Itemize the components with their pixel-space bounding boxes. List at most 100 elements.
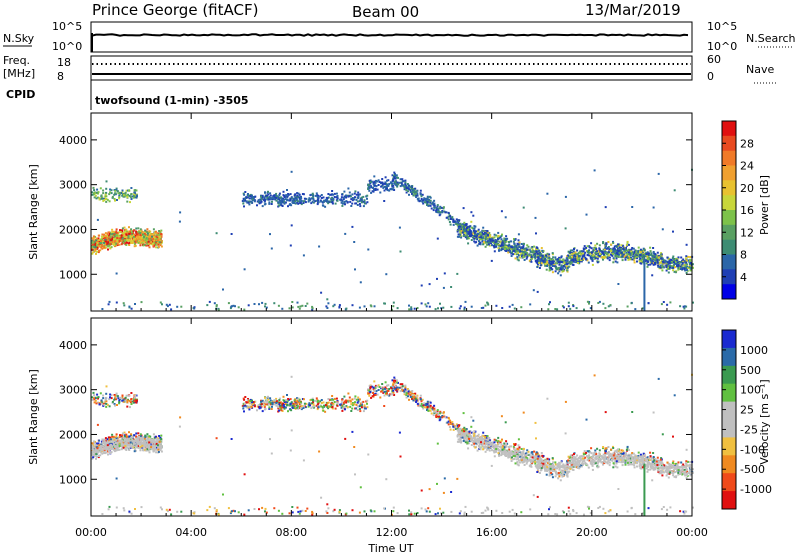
power-point [269, 233, 271, 236]
velocity-point [283, 405, 286, 408]
power-point [420, 195, 423, 198]
power-point [245, 196, 248, 199]
power-point [542, 255, 545, 258]
power-point [249, 195, 252, 198]
power-point [227, 302, 230, 305]
velocity-point [110, 444, 113, 447]
power-point [142, 231, 144, 234]
power-point [534, 252, 537, 255]
power-point [139, 230, 142, 233]
power-point [151, 237, 154, 240]
power-point [286, 195, 289, 198]
velocity-point [150, 439, 153, 441]
power-point [570, 261, 573, 264]
power-point [560, 268, 563, 271]
power-point [100, 238, 103, 241]
velocity-point [122, 440, 125, 443]
power-point [91, 248, 94, 251]
power-point [474, 237, 477, 240]
power-point [476, 244, 479, 247]
power-point [398, 226, 401, 229]
freq-unit: [MHz] [3, 67, 35, 80]
power-point [689, 269, 692, 272]
power-point [456, 235, 459, 238]
power-point [335, 192, 338, 195]
power-point [130, 198, 133, 200]
power-point [522, 246, 525, 249]
power-point [482, 229, 485, 232]
power-point [572, 305, 575, 308]
power-point [621, 254, 624, 257]
power-point [612, 261, 615, 264]
velocity-point [152, 438, 155, 441]
velocity-point [106, 447, 109, 450]
power-point [287, 193, 290, 195]
power-point [625, 243, 628, 246]
power-point [513, 242, 516, 245]
velocity-point [148, 435, 151, 438]
velocity-point [144, 436, 147, 439]
power-point [377, 179, 380, 182]
power-point [105, 243, 108, 246]
power-point [685, 267, 688, 270]
power-point [512, 240, 515, 243]
velocity-point [105, 392, 108, 395]
power-point [426, 198, 429, 201]
velocity-point [121, 442, 124, 445]
velocity-point [96, 393, 99, 396]
power-point [626, 240, 629, 243]
power-point [435, 206, 438, 209]
velocity-point [105, 396, 108, 399]
velocity-point [93, 445, 96, 448]
power-point [683, 307, 686, 310]
power-point [411, 192, 413, 195]
power-point [684, 265, 687, 268]
power-point [114, 232, 116, 235]
velocity-point [123, 434, 126, 437]
velocity-point [99, 447, 102, 450]
freq-tick-top: 18 [57, 56, 71, 69]
power-point [600, 250, 603, 252]
power-point [506, 246, 509, 249]
velocity-point [108, 443, 111, 446]
power-point [546, 192, 549, 195]
power-point [452, 220, 455, 223]
power-point [107, 244, 110, 247]
power-point [557, 259, 560, 262]
power-point [368, 189, 371, 192]
power-point [514, 247, 517, 250]
power-point [605, 242, 608, 245]
power-point [120, 239, 123, 242]
velocity-point [107, 449, 110, 452]
velocity-point [131, 444, 134, 447]
power-point [252, 196, 255, 198]
power-point [447, 211, 450, 214]
power-point [568, 257, 571, 260]
power-point [109, 191, 111, 194]
power-point [273, 302, 276, 305]
power-point [492, 237, 495, 240]
power-point [320, 197, 323, 199]
power-point [340, 196, 343, 199]
velocity-point [145, 443, 148, 446]
velocity-point [136, 442, 139, 445]
power-point [275, 195, 278, 197]
power-point [522, 244, 525, 247]
power-point [652, 255, 655, 258]
power-point [422, 202, 425, 205]
velocity-point [253, 405, 256, 408]
power-point [617, 243, 619, 246]
power-point [631, 247, 634, 249]
velocity-point [311, 397, 314, 400]
power-point [102, 189, 105, 192]
power-point [157, 245, 160, 248]
power-point [230, 305, 233, 308]
power-point [541, 249, 544, 252]
power-point [332, 305, 335, 308]
power-point [610, 254, 613, 256]
power-point [647, 252, 650, 255]
velocity-point [103, 440, 106, 443]
power-point [331, 190, 334, 192]
power-point [159, 301, 162, 304]
